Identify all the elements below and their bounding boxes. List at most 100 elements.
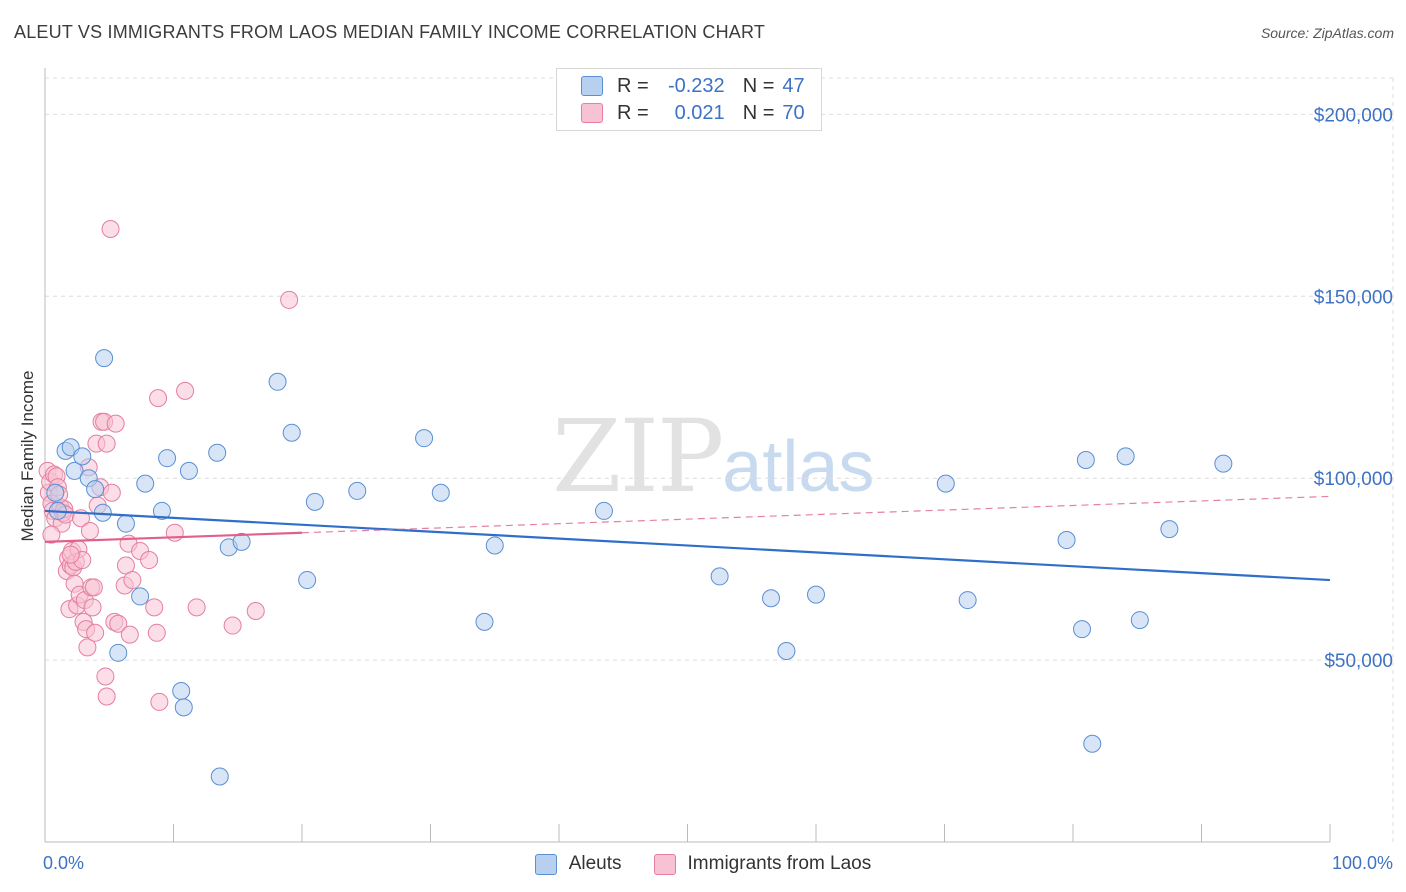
legend-item-laos[interactable]: Immigrants from Laos — [653, 853, 872, 875]
laos-point — [165, 523, 184, 542]
laos-point — [140, 551, 159, 570]
legend-item-aleuts[interactable]: Aleuts — [534, 853, 622, 875]
aleut-points — [46, 349, 1233, 786]
laos-point — [97, 434, 116, 453]
aleut-trend-line — [44, 509, 1331, 582]
laos-point — [101, 219, 120, 238]
y-tick-label: $50,000 — [1324, 651, 1393, 672]
x-tick-label: 100.0% — [1332, 853, 1393, 873]
watermark-atlas: atlas — [722, 427, 875, 507]
laos-point — [97, 687, 116, 706]
laos-point — [80, 521, 99, 540]
aleut-point — [475, 612, 494, 631]
laos-point — [42, 525, 61, 544]
y-tick-labels: $50,000 $100,000 $150,000 $200,000 — [1314, 105, 1393, 672]
aleut-point — [136, 474, 155, 493]
aleut-point — [95, 349, 114, 368]
laos-point — [61, 545, 80, 564]
laos-point — [187, 598, 206, 617]
aleut-point — [232, 532, 251, 551]
aleut-point — [152, 501, 171, 520]
legend-swatch-aleuts — [534, 853, 557, 875]
aleut-point — [305, 492, 324, 511]
laos-point — [78, 638, 97, 657]
aleut-point — [179, 461, 198, 480]
legend-row-aleuts: R = -0.232 N = 47 — [581, 73, 805, 99]
y-tick-label: $100,000 — [1314, 469, 1393, 490]
aleut-point — [208, 443, 227, 462]
laos-point — [109, 614, 128, 633]
aleut-point — [1076, 451, 1095, 469]
aleut-point — [109, 643, 128, 662]
aleut-point — [807, 585, 825, 604]
laos-point — [246, 601, 265, 620]
laos-point — [123, 571, 142, 590]
legend-r-value: -0.232 — [667, 74, 725, 97]
aleut-point — [936, 474, 955, 493]
laos-point — [280, 290, 299, 309]
y-tick-label: $200,000 — [1314, 105, 1393, 126]
correlation-legend: R = -0.232 N = 47 R = 0.021 N = 70 — [556, 68, 822, 131]
aleut-point — [116, 514, 135, 533]
x-tick-label: 0.0% — [43, 853, 84, 873]
aleut-point — [348, 481, 367, 500]
laos-trend-line — [44, 531, 303, 543]
laos-point — [120, 625, 139, 644]
aleut-point — [1130, 611, 1149, 630]
aleut-point — [1214, 454, 1233, 473]
laos-point — [149, 389, 168, 408]
aleut-point — [282, 423, 301, 442]
laos-point — [176, 381, 195, 400]
legend-r-label: R = — [617, 101, 649, 124]
aleut-point — [210, 767, 229, 786]
laos-point — [145, 598, 164, 617]
aleut-point — [1072, 620, 1091, 639]
aleut-point — [415, 429, 434, 448]
laos-point — [84, 578, 103, 597]
aleut-point — [86, 480, 105, 499]
aleut-point — [73, 447, 92, 466]
watermark-zip: ZIP — [552, 398, 724, 515]
aleut-point — [268, 372, 287, 391]
trend-lines — [44, 495, 1331, 582]
laos-point — [83, 598, 102, 617]
aleut-point — [298, 571, 317, 590]
aleut-point — [1083, 734, 1102, 753]
legend-n-value: 47 — [782, 74, 805, 97]
aleut-point — [158, 449, 177, 468]
legend-swatch-laos — [581, 103, 603, 123]
laos-point — [106, 414, 125, 433]
legend-n-value: 70 — [782, 101, 805, 124]
legend-n-label: N = — [742, 74, 775, 97]
legend-label-laos: Immigrants from Laos — [687, 853, 872, 874]
laos-point — [150, 692, 169, 711]
legend-n-label: N = — [742, 101, 775, 124]
chart-title: ALEUT VS IMMIGRANTS FROM LAOS MEDIAN FAM… — [14, 22, 766, 42]
aleut-point — [1057, 531, 1076, 550]
legend-swatch-laos — [653, 853, 676, 875]
x-tick-labels: 0.0% 100.0% — [43, 853, 1393, 873]
laos-trend-extension — [301, 495, 1331, 534]
aleut-point — [777, 642, 796, 660]
aleut-point — [1116, 447, 1135, 466]
aleut-point — [594, 501, 613, 520]
y-tick-label: $150,000 — [1314, 287, 1393, 308]
series-legend: Aleuts Immigrants from Laos — [0, 850, 1406, 878]
aleut-point — [485, 536, 504, 555]
aleut-point — [131, 587, 150, 606]
y-axis-label: Median Family Income — [18, 370, 37, 541]
laos-point — [223, 616, 242, 635]
laos-point — [102, 483, 121, 502]
source-label: Source: ZipAtlas.com — [1260, 25, 1394, 41]
aleut-point — [958, 591, 977, 610]
aleut-point — [762, 589, 781, 608]
aleut-point — [1160, 520, 1179, 539]
legend-r-label: R = — [617, 74, 649, 97]
legend-swatch-aleuts — [581, 76, 603, 96]
aleut-point — [710, 567, 729, 586]
axes — [44, 68, 1331, 843]
watermark: ZIPatlas — [552, 398, 874, 515]
legend-row-laos: R = 0.021 N = 70 — [581, 100, 805, 126]
laos-point — [96, 667, 115, 686]
